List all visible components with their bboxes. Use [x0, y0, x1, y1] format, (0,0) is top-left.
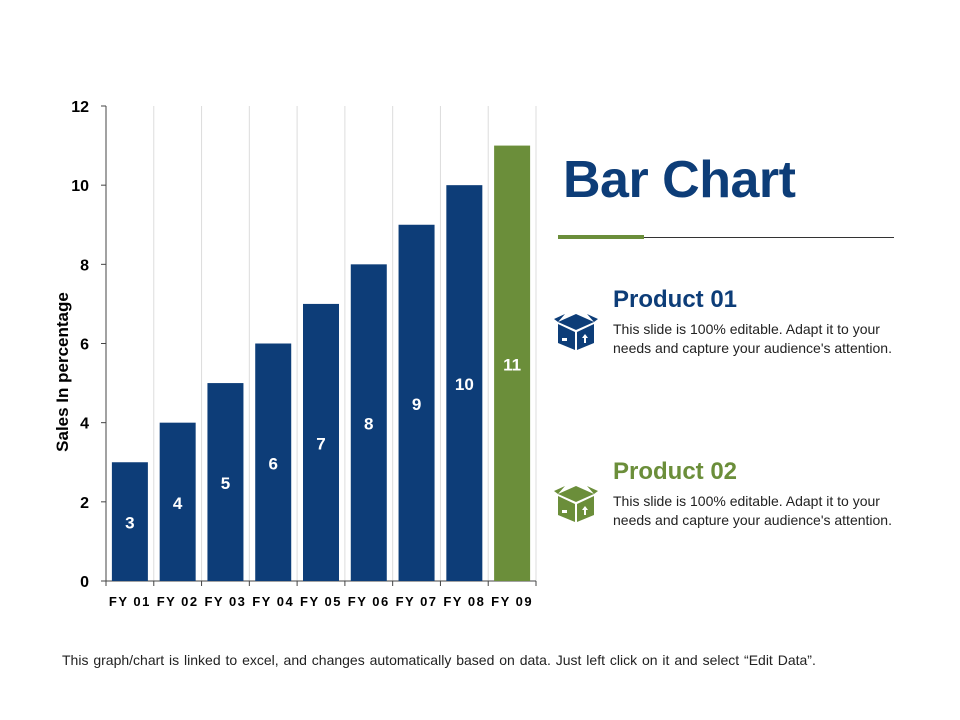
bar — [398, 224, 435, 581]
data-label: 4 — [173, 494, 183, 513]
y-tick-label: 12 — [71, 99, 89, 116]
bar-chart: Sales In percentage 0 2 4 6 8 10 12 3 FY 01 4 FY 0… — [53, 99, 537, 609]
data-label: 6 — [268, 454, 277, 473]
y-tick-label: 0 — [80, 574, 89, 591]
bar — [255, 343, 292, 581]
footnote: This graph/chart is linked to excel, and… — [62, 652, 816, 668]
x-tick-label: FY 03 — [204, 594, 246, 609]
x-tick-label: FY 01 — [109, 594, 151, 609]
x-tick-label: FY 04 — [252, 594, 294, 609]
product-02-title: Product 02 — [613, 458, 738, 485]
open-box-icon — [554, 486, 598, 522]
y-tick-label: 2 — [80, 495, 89, 512]
data-label: 3 — [125, 514, 134, 533]
data-label: 9 — [412, 395, 421, 414]
x-tick-label: FY 07 — [396, 594, 438, 609]
product-01-title: Product 01 — [613, 286, 738, 313]
x-tick-label: FY 09 — [491, 594, 533, 609]
bar — [207, 383, 244, 581]
bar — [350, 264, 387, 581]
y-tick-label: 6 — [80, 337, 89, 354]
data-label: 10 — [455, 375, 474, 394]
bar — [159, 422, 196, 581]
bar — [303, 303, 339, 581]
x-tick-label: FY 05 — [300, 594, 342, 609]
title-divider-accent — [558, 235, 644, 239]
open-box-icon — [554, 314, 598, 350]
y-tick-label: 8 — [80, 257, 89, 274]
bar — [494, 145, 531, 582]
x-tick-label: FY 02 — [157, 594, 199, 609]
product-02-description: This slide is 100% editable. Adapt it to… — [613, 493, 892, 528]
x-tick-label: FY 06 — [348, 594, 390, 609]
data-label: 5 — [221, 474, 230, 493]
product-01-description: This slide is 100% editable. Adapt it to… — [613, 321, 892, 356]
y-tick-label: 10 — [71, 178, 89, 195]
y-axis-label: Sales In percentage — [53, 292, 72, 452]
data-label: 7 — [316, 434, 325, 453]
bar — [446, 185, 483, 581]
data-label: 11 — [503, 355, 521, 374]
title-divider — [558, 237, 894, 238]
y-tick-label: 4 — [80, 416, 89, 433]
data-label: 8 — [364, 415, 373, 434]
bar — [111, 462, 148, 581]
chart-title: Bar Chart — [563, 151, 796, 209]
x-tick-label: FY 08 — [443, 594, 485, 609]
